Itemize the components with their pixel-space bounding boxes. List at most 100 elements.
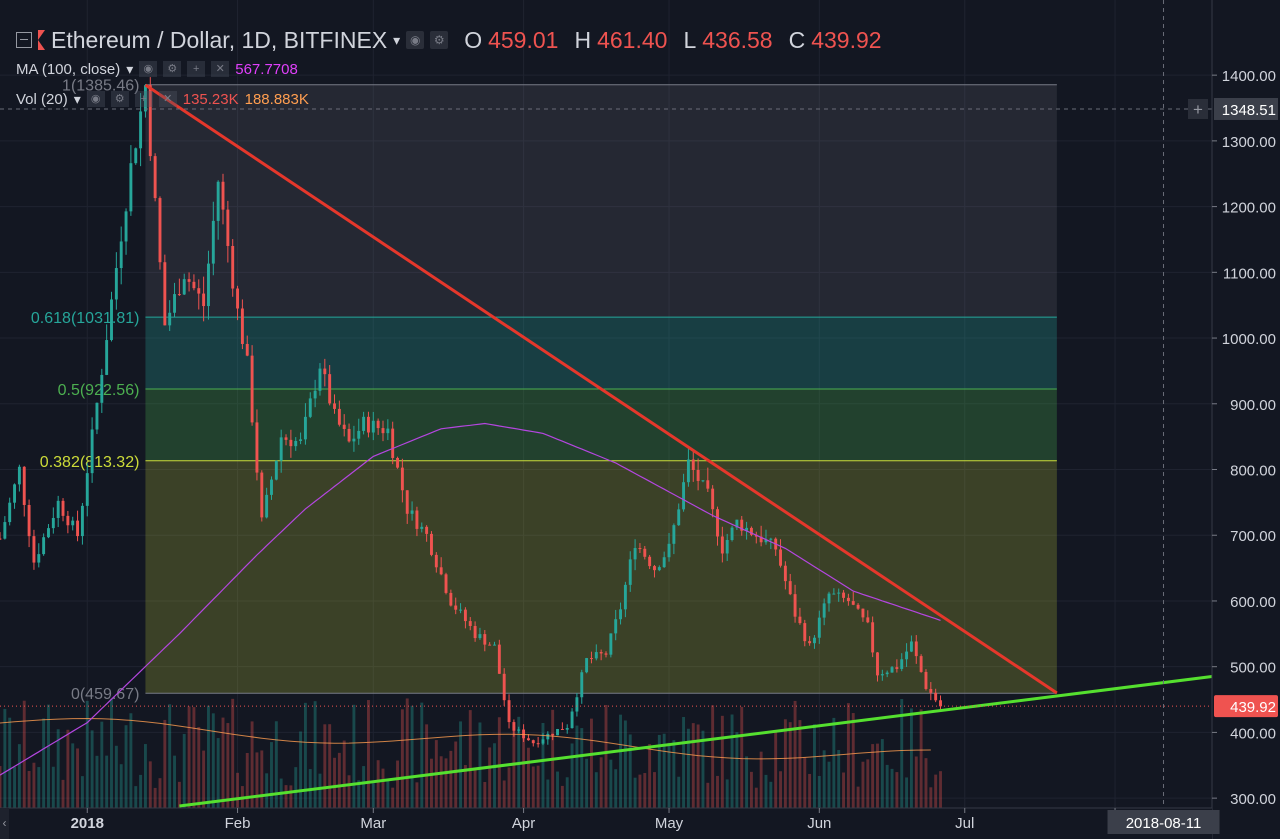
- candle-body: [357, 430, 361, 439]
- volume-bar: [202, 750, 206, 808]
- volume-bar: [216, 738, 220, 808]
- candle-body: [493, 644, 496, 646]
- candle-body: [817, 617, 821, 638]
- volume-bar: [236, 772, 240, 808]
- candle-body: [691, 459, 695, 470]
- candle-body: [657, 567, 661, 571]
- candle-body: [667, 543, 671, 558]
- volume-bar: [362, 766, 366, 808]
- flag-icon[interactable]: [38, 30, 45, 50]
- plus-icon[interactable]: +: [1193, 100, 1203, 119]
- volume-bar: [716, 775, 719, 808]
- price-tick-label: 1200.00: [1222, 200, 1276, 217]
- volume-bar: [22, 700, 26, 808]
- volume-bar: [51, 766, 55, 808]
- gear-icon[interactable]: ⚙: [110, 91, 129, 107]
- indicator-vol[interactable]: Vol (20) ▾ ◉ ⚙ + ✕ 135.23K 188.883K: [16, 89, 309, 109]
- volume-bar: [0, 766, 2, 808]
- candle-body: [808, 641, 812, 644]
- chevron-down-icon[interactable]: ▾: [393, 31, 401, 48]
- volume-bar: [289, 785, 293, 808]
- fib-level-label: 0.382(813.32): [40, 454, 140, 471]
- eye-icon[interactable]: ◉: [406, 31, 425, 49]
- candle-body: [255, 422, 259, 473]
- candle-body: [260, 472, 264, 518]
- volume-bar: [381, 768, 385, 808]
- candle-body: [594, 652, 598, 659]
- ma-label[interactable]: MA (100, close): [16, 60, 121, 78]
- candle-body: [444, 574, 448, 593]
- volume-bar: [61, 779, 65, 808]
- volume-bar: [623, 720, 627, 808]
- candle-body: [434, 554, 438, 568]
- gear-icon[interactable]: ⚙: [163, 61, 182, 77]
- candle-body: [362, 416, 366, 431]
- sidebar-toggle-icon[interactable]: ‹: [0, 808, 9, 839]
- gear-icon[interactable]: ⚙: [430, 31, 449, 49]
- volume-bar: [657, 734, 661, 808]
- plus-icon[interactable]: +: [187, 61, 206, 77]
- close-icon[interactable]: ✕: [211, 61, 230, 77]
- volume-bar: [754, 787, 758, 808]
- volume-bar: [890, 768, 894, 808]
- chevron-down-icon[interactable]: ▾: [126, 60, 134, 77]
- volume-bar: [158, 778, 162, 808]
- crosshair-date-text: 2018-08-11: [1126, 815, 1202, 832]
- candle-body: [415, 510, 419, 529]
- volume-bar: [396, 760, 399, 808]
- candle-body: [565, 728, 569, 730]
- candle-body: [323, 368, 327, 375]
- low-label: L: [683, 26, 697, 53]
- close-icon[interactable]: ✕: [158, 91, 177, 107]
- volume-bar: [352, 704, 356, 808]
- volume-bar: [42, 718, 46, 808]
- volume-bar: [924, 758, 928, 808]
- candle-body: [139, 111, 143, 149]
- candle-body: [265, 494, 269, 518]
- candle-body: [396, 457, 399, 468]
- time-tick-label: Jul: [955, 815, 974, 832]
- candle-body: [8, 502, 12, 523]
- candle-body: [66, 515, 70, 526]
- chevron-down-icon[interactable]: ▾: [73, 90, 81, 107]
- candle-body: [672, 525, 676, 544]
- candle-body: [56, 500, 60, 518]
- candle-body: [274, 460, 278, 480]
- candle-body: [250, 355, 254, 423]
- candle-body: [211, 220, 215, 264]
- candle-body: [473, 625, 477, 639]
- eye-icon[interactable]: ◉: [86, 91, 105, 107]
- vol-label[interactable]: Vol (20): [16, 90, 68, 108]
- volume-bar: [376, 760, 380, 808]
- candle-body: [308, 398, 312, 417]
- volume-bar: [488, 747, 492, 808]
- volume-bar: [633, 777, 637, 808]
- vol-ma-value: 188.883K: [244, 90, 309, 108]
- candle-body: [861, 608, 865, 618]
- plus-icon[interactable]: +: [134, 91, 153, 107]
- indicator-ma[interactable]: MA (100, close) ▾ ◉ ⚙ + ✕ 567.7708: [16, 59, 298, 79]
- collapse-icon[interactable]: [16, 32, 32, 48]
- volume-bar: [386, 779, 390, 808]
- volume-bar: [546, 779, 550, 808]
- volume-bar: [788, 722, 792, 808]
- last-price-badge: [1214, 695, 1278, 718]
- symbol-title[interactable]: Ethereum / Dollar, 1D, BITFINEX: [51, 26, 388, 53]
- volume-bar: [231, 698, 235, 808]
- volume-bar: [439, 756, 443, 808]
- eye-icon[interactable]: ◉: [139, 61, 158, 77]
- volume-bar: [129, 713, 133, 808]
- volume-bar: [114, 745, 118, 808]
- time-tick-label: 2018: [71, 815, 104, 832]
- candle-body: [653, 566, 656, 571]
- price-tick-label: 600.00: [1230, 594, 1276, 611]
- close-label: C: [788, 26, 806, 53]
- candle-body: [570, 711, 574, 729]
- volume-bar: [808, 773, 812, 808]
- volume-bar: [580, 728, 584, 808]
- candle-body: [696, 469, 700, 481]
- candle-body: [686, 459, 690, 483]
- candle-body: [512, 722, 516, 731]
- candle-body: [628, 559, 632, 585]
